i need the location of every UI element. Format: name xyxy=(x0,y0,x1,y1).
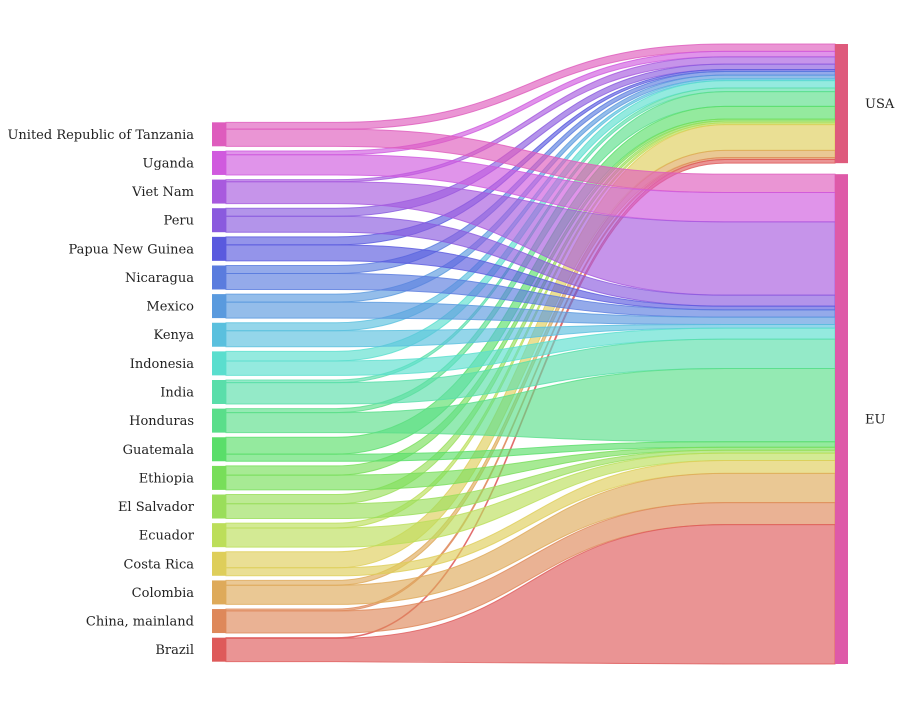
source-node-uganda[interactable] xyxy=(212,150,226,175)
source-node-ecuador[interactable] xyxy=(212,523,226,548)
source-node-viet-nam[interactable] xyxy=(212,179,226,204)
target-node-usa[interactable] xyxy=(835,44,848,164)
source-label-peru: Peru xyxy=(164,214,194,229)
source-label-uganda: Uganda xyxy=(143,156,195,171)
target-node-eu[interactable] xyxy=(835,174,848,664)
source-node-indonesia[interactable] xyxy=(212,351,226,376)
source-label-kenya: Kenya xyxy=(153,328,194,343)
target-nodes xyxy=(835,44,848,664)
source-label-papua-new-guinea: Papua New Guinea xyxy=(68,242,194,257)
source-label-honduras: Honduras xyxy=(129,414,194,429)
target-label-eu: EU xyxy=(865,413,885,428)
source-node-guatemala[interactable] xyxy=(212,437,226,462)
source-node-ethiopia[interactable] xyxy=(212,465,226,490)
source-node-brazil[interactable] xyxy=(212,637,226,662)
sankey-links xyxy=(225,43,836,665)
source-label-indonesia: Indonesia xyxy=(130,357,195,372)
source-node-papua-new-guinea[interactable] xyxy=(212,236,226,261)
source-nodes xyxy=(212,122,226,662)
source-node-china-mainland[interactable] xyxy=(212,609,226,634)
source-label-guatemala: Guatemala xyxy=(123,443,195,458)
source-label-india: India xyxy=(160,386,194,401)
source-label-united-republic-of-tanzania: United Republic of Tanzania xyxy=(7,128,194,143)
target-label-usa: USA xyxy=(865,97,895,112)
source-label-viet-nam: Viet Nam xyxy=(131,185,194,200)
source-node-mexico[interactable] xyxy=(212,294,226,319)
source-label-china-mainland: China, mainland xyxy=(86,615,194,630)
source-label-brazil: Brazil xyxy=(155,643,194,658)
source-label-ecuador: Ecuador xyxy=(139,529,195,544)
source-label-colombia: Colombia xyxy=(132,586,195,601)
source-node-peru[interactable] xyxy=(212,208,226,233)
source-node-nicaragua[interactable] xyxy=(212,265,226,290)
source-node-india[interactable] xyxy=(212,380,226,404)
source-label-el-salvador: El Salvador xyxy=(118,500,195,515)
source-label-nicaragua: Nicaragua xyxy=(125,271,194,286)
source-node-honduras[interactable] xyxy=(212,408,226,433)
source-node-costa-rica[interactable] xyxy=(212,551,226,576)
source-node-colombia[interactable] xyxy=(212,580,226,605)
source-node-kenya[interactable] xyxy=(212,322,226,347)
source-node-el-salvador[interactable] xyxy=(212,494,226,519)
source-label-mexico: Mexico xyxy=(146,300,194,315)
source-label-ethiopia: Ethiopia xyxy=(139,471,195,486)
source-label-costa-rica: Costa Rica xyxy=(123,557,194,572)
node-labels: United Republic of Tanzania Uganda Viet Na… xyxy=(7,97,894,658)
source-node-united-republic-of-tanzania[interactable] xyxy=(212,122,226,147)
